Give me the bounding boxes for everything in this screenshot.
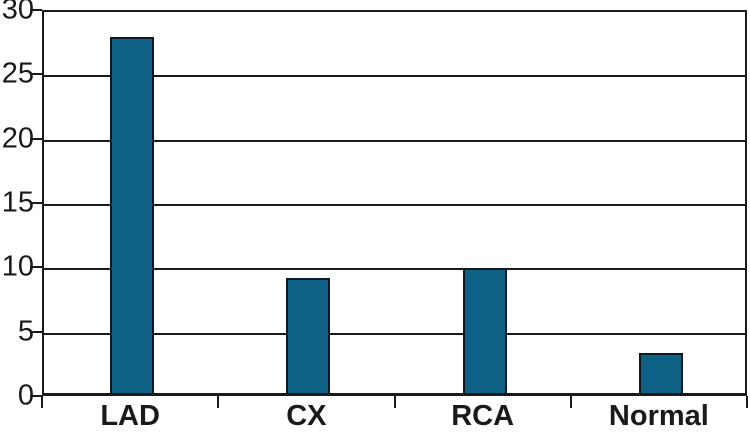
x-axis-label-rca: RCA [451,400,515,432]
y-axis-label-20: 20 [1,122,34,155]
x-axis-label-cx: CX [286,400,327,432]
x-axis-tick-0 [41,396,43,408]
gridline-y-5 [44,332,745,335]
gridline-y-20 [44,139,745,142]
bar-normal [638,353,683,393]
y-axis-tick-5 [30,330,42,333]
x-axis-label-normal: Normal [608,400,709,432]
y-axis-label-25: 25 [1,57,34,90]
x-axis-label-lad: LAD [100,400,160,432]
y-axis-label-5: 5 [17,315,34,348]
y-axis-tick-30 [30,9,42,11]
bar-rca [462,268,507,393]
x-axis-tick-1 [217,396,220,408]
y-axis-label-30: 30 [1,0,34,26]
y-axis-tick-0 [30,395,42,397]
gridline-y-15 [44,204,745,206]
x-axis-tick-3 [569,396,572,408]
bar-cx [286,278,331,393]
y-axis-tick-10 [30,266,42,269]
y-axis-tick-20 [30,137,42,140]
gridline-y-10 [44,268,745,271]
x-axis-tick-end [746,396,748,408]
y-axis-label-15: 15 [1,186,34,219]
x-axis-tick-2 [393,396,396,408]
gridline-y-25 [44,75,745,78]
plot-area [42,10,747,396]
y-axis-tick-25 [30,73,42,76]
y-axis-label-10: 10 [1,250,34,283]
bar-lad [110,37,155,393]
y-axis-label-0: 0 [17,379,34,412]
y-axis-tick-15 [30,202,42,204]
